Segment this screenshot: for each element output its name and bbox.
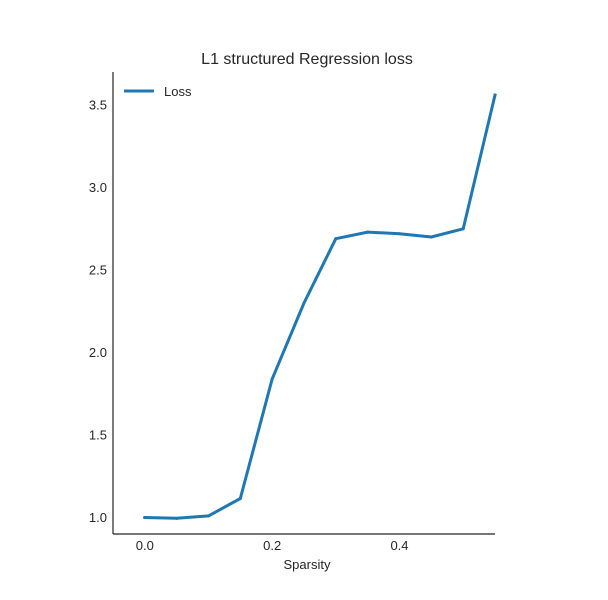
data-point [493, 93, 497, 97]
x-axis-ticks: 0.0 0.2 0.4 [136, 538, 409, 553]
series-line-loss [143, 93, 497, 520]
y-tick-label: 2.0 [89, 345, 107, 360]
x-tick-label: 0.2 [263, 538, 281, 553]
series-layer [143, 93, 497, 520]
y-tick-label: 3.0 [89, 180, 107, 195]
data-point [366, 230, 370, 234]
legend-label-loss: Loss [164, 84, 192, 99]
legend: Loss [124, 84, 192, 99]
x-tick-label: 0.4 [390, 538, 408, 553]
data-point [461, 227, 465, 231]
data-point [334, 237, 338, 241]
data-point [207, 514, 210, 518]
x-tick-label: 0.0 [136, 538, 154, 553]
y-tick-label: 2.5 [89, 263, 107, 278]
y-tick-label: 1.5 [89, 428, 107, 443]
data-point [175, 516, 179, 520]
y-tick-label: 3.5 [89, 98, 107, 113]
data-point [270, 377, 274, 381]
data-point [302, 301, 306, 305]
data-point [429, 235, 433, 239]
data-point [143, 516, 147, 519]
chart-title: L1 structured Regression loss [201, 51, 413, 68]
data-point [398, 232, 401, 236]
y-tick-label: 1.0 [89, 510, 107, 525]
data-point [238, 497, 242, 501]
y-axis-ticks: 1.0 1.5 2.0 2.5 3.0 3.5 [89, 98, 107, 526]
x-axis-label: Sparsity [284, 557, 331, 572]
